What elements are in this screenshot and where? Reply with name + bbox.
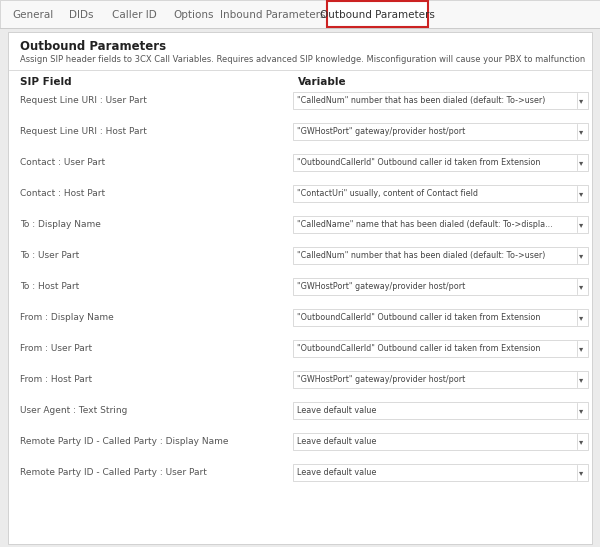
FancyBboxPatch shape [293,185,588,202]
Text: ▾: ▾ [579,437,583,446]
Text: Leave default value: Leave default value [297,468,376,477]
FancyBboxPatch shape [293,247,588,264]
Text: "CalledName" name that has been dialed (default: To->displa...: "CalledName" name that has been dialed (… [297,220,553,229]
Text: Options: Options [174,9,214,20]
Text: "OutboundCallerId" Outbound caller id taken from Extension: "OutboundCallerId" Outbound caller id ta… [297,313,541,322]
Text: Remote Party ID - Called Party : User Part: Remote Party ID - Called Party : User Pa… [20,468,207,477]
Text: "ContactUri" usually, content of Contact field: "ContactUri" usually, content of Contact… [297,189,478,198]
FancyBboxPatch shape [293,340,588,357]
Text: Leave default value: Leave default value [297,437,376,446]
Text: ▾: ▾ [579,158,583,167]
Text: ▾: ▾ [579,189,583,198]
Text: ▾: ▾ [579,468,583,477]
Text: Caller ID: Caller ID [112,9,157,20]
Text: Inbound Parameters: Inbound Parameters [220,9,326,20]
Text: Remote Party ID - Called Party : Display Name: Remote Party ID - Called Party : Display… [20,437,229,446]
FancyBboxPatch shape [293,154,588,171]
Text: "GWHostPort" gateway/provider host/port: "GWHostPort" gateway/provider host/port [297,375,465,384]
Text: From : Host Part: From : Host Part [20,375,92,384]
Text: ▾: ▾ [579,127,583,136]
Text: ▾: ▾ [579,220,583,229]
FancyBboxPatch shape [326,1,428,27]
Text: From : Display Name: From : Display Name [20,313,114,322]
Text: ▾: ▾ [579,406,583,415]
Text: Request Line URI : User Part: Request Line URI : User Part [20,96,147,105]
Text: Request Line URI : Host Part: Request Line URI : Host Part [20,127,147,136]
Text: SIP Field: SIP Field [20,77,71,87]
Text: User Agent : Text String: User Agent : Text String [20,406,127,415]
FancyBboxPatch shape [293,216,588,233]
FancyBboxPatch shape [293,433,588,450]
Text: Outbound Parameters: Outbound Parameters [20,39,166,53]
Text: ▾: ▾ [579,282,583,291]
Text: ▾: ▾ [579,251,583,260]
FancyBboxPatch shape [293,309,588,326]
Text: Variable: Variable [298,77,347,87]
Text: To : User Part: To : User Part [20,251,79,260]
Text: ▾: ▾ [579,313,583,322]
Text: ▾: ▾ [579,96,583,105]
Text: Contact : Host Part: Contact : Host Part [20,189,105,198]
Text: ▾: ▾ [579,375,583,384]
Text: ▾: ▾ [579,344,583,353]
Text: General: General [13,9,53,20]
Text: "OutboundCallerId" Outbound caller id taken from Extension: "OutboundCallerId" Outbound caller id ta… [297,158,541,167]
Text: Outbound Parameters: Outbound Parameters [320,9,435,20]
FancyBboxPatch shape [0,0,600,28]
Text: "CalledNum" number that has been dialed (default: To->user): "CalledNum" number that has been dialed … [297,251,545,260]
Text: DIDs: DIDs [70,9,94,20]
Text: "OutboundCallerId" Outbound caller id taken from Extension: "OutboundCallerId" Outbound caller id ta… [297,344,541,353]
Text: To : Display Name: To : Display Name [20,220,101,229]
Text: "GWHostPort" gateway/provider host/port: "GWHostPort" gateway/provider host/port [297,127,465,136]
FancyBboxPatch shape [293,464,588,481]
FancyBboxPatch shape [293,402,588,419]
Text: "GWHostPort" gateway/provider host/port: "GWHostPort" gateway/provider host/port [297,282,465,291]
Text: "CalledNum" number that has been dialed (default: To->user): "CalledNum" number that has been dialed … [297,96,545,105]
FancyBboxPatch shape [293,123,588,140]
Text: Assign SIP header fields to 3CX Call Variables. Requires advanced SIP knowledge.: Assign SIP header fields to 3CX Call Var… [20,55,585,65]
FancyBboxPatch shape [293,92,588,109]
FancyBboxPatch shape [293,278,588,295]
Text: From : User Part: From : User Part [20,344,92,353]
FancyBboxPatch shape [293,371,588,388]
FancyBboxPatch shape [8,32,592,544]
Text: Leave default value: Leave default value [297,406,376,415]
Text: To : Host Part: To : Host Part [20,282,79,291]
Text: Contact : User Part: Contact : User Part [20,158,105,167]
